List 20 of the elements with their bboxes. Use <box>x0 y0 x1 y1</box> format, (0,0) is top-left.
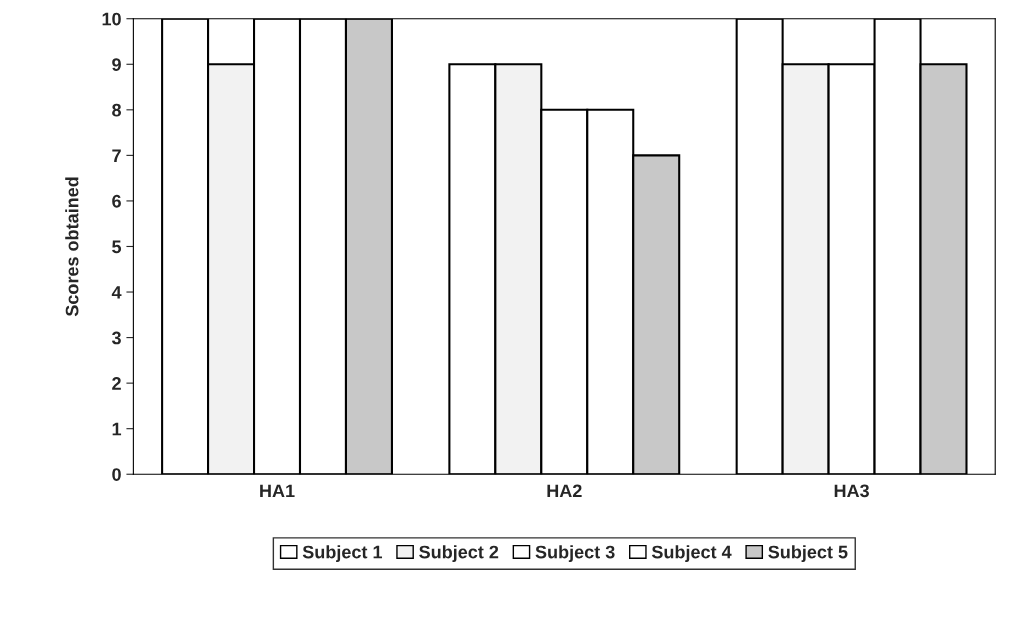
legend-label: Subject 2 <box>419 545 499 562</box>
y-tick-label: 4 <box>111 286 122 299</box>
y-tick-label: 9 <box>112 58 121 71</box>
legend-label: Subject 4 <box>651 545 732 562</box>
y-axis-title: Scores obtained <box>65 177 79 317</box>
y-tick-label: 8 <box>112 103 122 117</box>
x-tick-label: HA3 <box>834 484 869 498</box>
x-tick-label: HA2 <box>547 484 582 498</box>
y-tick-label: 0 <box>112 468 121 481</box>
y-tick-label: 10 <box>102 12 121 26</box>
legend-label: Subject 3 <box>535 545 615 562</box>
legend-label: Subject 1 <box>302 545 383 562</box>
y-tick-label: 3 <box>111 331 121 345</box>
y-tick-label: 1 <box>112 422 122 436</box>
legend-label: Subject 5 <box>768 545 848 562</box>
x-tick-label: HA1 <box>260 484 295 498</box>
y-tick-label: 2 <box>112 377 121 390</box>
y-tick-label: 5 <box>112 240 122 254</box>
y-tick-label: 6 <box>112 194 121 208</box>
y-tick-label: 7 <box>112 149 121 162</box>
